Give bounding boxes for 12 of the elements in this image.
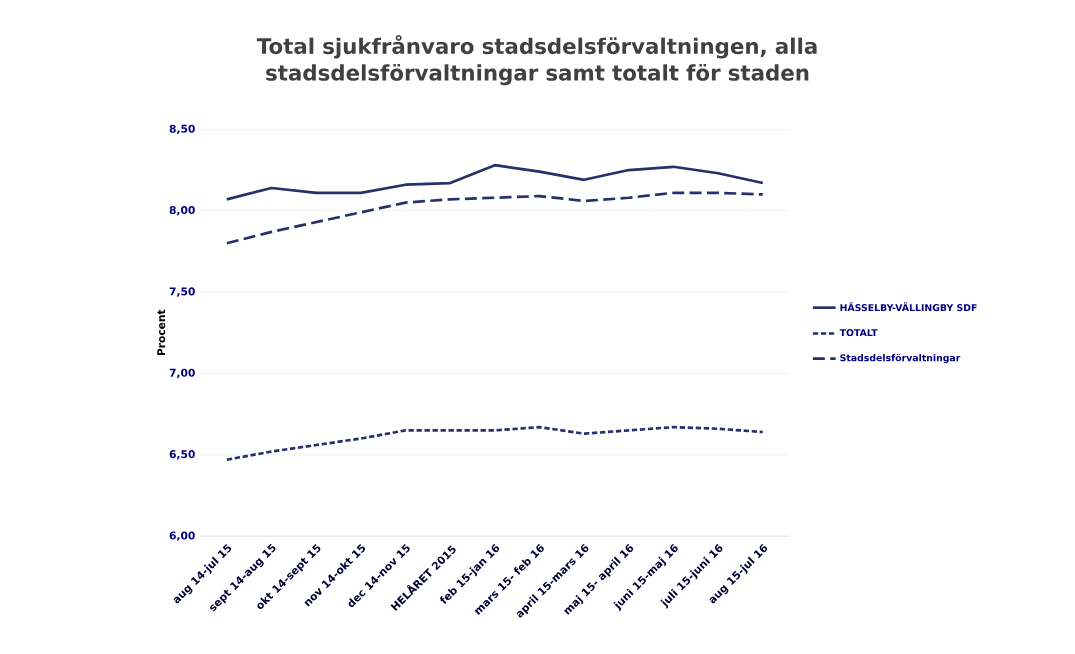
y-tick-label: 6,00: [169, 531, 195, 542]
y-tick-label: 7,50: [169, 287, 195, 298]
legend-label: TOTALT: [839, 329, 878, 337]
y-axis-title: Procent: [157, 309, 166, 356]
y-tick-label: 6,50: [169, 450, 195, 460]
legend-label: HÄSSELBY-VÄLLINGBY SDF: [840, 302, 977, 312]
line-series: [225, 164, 765, 201]
legend-label: Stadsdelsförvaltningar: [840, 354, 961, 364]
y-tick-label: 7,00: [169, 368, 195, 379]
y-tick-label: 8,50: [169, 124, 195, 135]
chart-title: Total sjukfrånvaro stadsdelsförvaltningen, alla stadsdelsförvaltningar samt totalt för staden: [256, 35, 817, 86]
y-tick-label: 8,00: [169, 206, 195, 216]
